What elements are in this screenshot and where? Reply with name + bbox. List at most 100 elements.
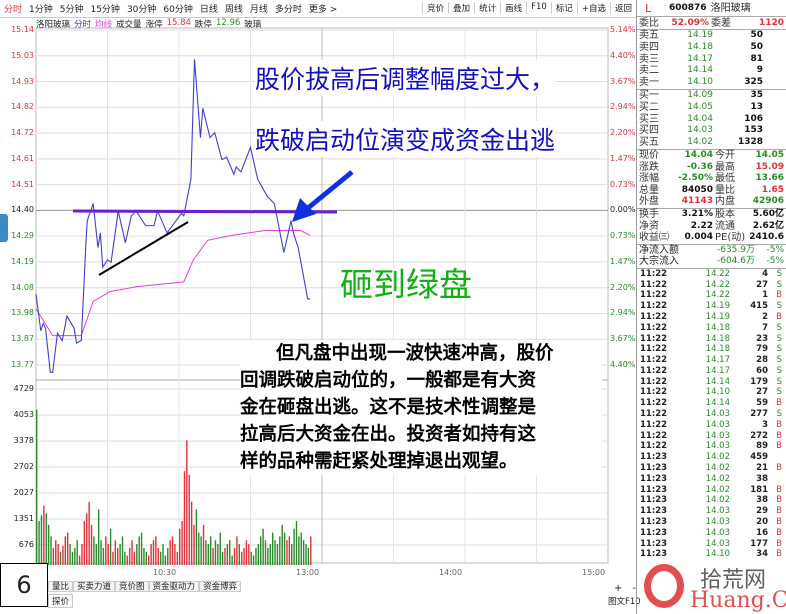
period-tab[interactable]: 1分钟	[29, 5, 53, 15]
volume-bar	[126, 555, 128, 565]
volume-bar	[95, 544, 97, 565]
tool-button[interactable]: 竞价	[422, 2, 448, 14]
avg-line-toggle[interactable]: 均线	[95, 20, 113, 30]
trade-volume: 2	[762, 311, 768, 322]
volume-bar	[219, 532, 221, 565]
tool-button[interactable]: 统计	[474, 2, 500, 14]
volume-bar	[43, 505, 45, 565]
tool-button[interactable]: 画线	[500, 2, 526, 14]
trade-time: 11:23	[640, 484, 668, 495]
level-label: 卖四	[639, 41, 659, 53]
volume-toggle[interactable]: 成交量	[116, 20, 142, 30]
trade-side: S	[776, 322, 782, 333]
volume-bar	[221, 551, 224, 565]
volume-bar	[200, 536, 202, 565]
trade-row: 11:22 14.18 23 S	[637, 334, 786, 345]
volume-bar	[214, 540, 217, 565]
page-number-box: 6	[0, 563, 48, 607]
trade-price: 14.03	[705, 441, 730, 452]
level-label: 买五	[639, 137, 659, 149]
zoom-out-button[interactable]: -	[632, 583, 636, 594]
stat-row: 涨幅 -2.50% 最低 13.66	[637, 173, 786, 185]
level-price: 14.14	[687, 65, 713, 76]
trade-row: 11:23 14.02 181 B	[637, 485, 786, 496]
trade-volume: 29	[756, 506, 768, 517]
trade-price: 14.03	[705, 409, 730, 420]
trade-row: 11:23 14.02 459	[637, 452, 786, 463]
level-volume: 1328	[737, 137, 763, 148]
indicator-tab[interactable]: 资金博弈	[199, 581, 242, 592]
volume-bar	[176, 551, 179, 565]
volume-bar	[69, 544, 71, 565]
volume-bar	[183, 471, 186, 565]
volume-bar	[107, 544, 109, 565]
trade-ticks[interactable]: 11:22 14.22 4 S 11:22 14.22 27 S 11:22 14.22 1 B 11:…	[637, 267, 786, 561]
trade-volume: 34	[756, 549, 768, 560]
volume-bar	[205, 540, 207, 565]
tool-button[interactable]: +自选	[576, 2, 610, 14]
period-tab[interactable]: 30分钟	[126, 5, 157, 15]
stat-row: 涨跌 -0.36 最高 15.09	[637, 162, 786, 174]
tool-button[interactable]: 标记	[550, 2, 577, 14]
indicator-tab[interactable]: 量比	[48, 581, 74, 592]
trade-time: 11:22	[640, 419, 668, 430]
period-tab[interactable]: 日线	[199, 5, 218, 15]
period-tab[interactable]: 月线	[249, 5, 268, 15]
volume-bar	[74, 547, 76, 565]
period-tab[interactable]: 60分钟	[163, 5, 193, 15]
f10-button[interactable]: 图文F10	[608, 597, 641, 607]
indicator-tab[interactable]: 竞价图	[115, 581, 149, 592]
stat-value: -0.36	[687, 161, 713, 172]
trade-row: 11:23 14.02 21 B	[637, 463, 786, 474]
trade-volume: 38	[756, 473, 768, 484]
indicator-tab[interactable]: 买卖力道	[73, 581, 116, 592]
period-tab[interactable]: 15分钟	[90, 5, 120, 15]
limit-down-value: 12.96	[215, 18, 241, 28]
sidebar-expand-handle[interactable]	[0, 214, 8, 242]
trade-price: 14.18	[705, 322, 730, 333]
price-tick-label: 13.77	[11, 360, 34, 369]
sub-tab[interactable]: 探价	[48, 594, 74, 608]
trade-volume: 16	[756, 527, 768, 538]
tool-button[interactable]: F10	[526, 2, 551, 14]
volume-bar	[291, 544, 293, 565]
volume-bar	[62, 546, 64, 565]
trade-price: 14.02	[705, 463, 730, 474]
tool-button[interactable]: 叠加	[448, 2, 474, 14]
volume-bar	[45, 513, 47, 565]
annotation-line1: 股价拔高后调整幅度过大，	[255, 60, 556, 96]
book-row: 卖三 14.17 81	[637, 54, 786, 66]
zoom-in-button[interactable]: +	[614, 583, 623, 594]
flow-label: 大宗流入	[639, 256, 679, 268]
volume-tick-label: 4729	[13, 384, 34, 394]
tool-button[interactable]: 返回	[609, 2, 636, 14]
time-tick-label: 15:00	[582, 568, 606, 577]
trade-price: 14.19	[705, 301, 730, 312]
trade-time: 11:22	[640, 322, 668, 333]
period-tab[interactable]: 多分时	[274, 5, 302, 15]
stock-code: 600876	[669, 3, 707, 13]
period-tab[interactable]: 5分钟	[59, 5, 84, 15]
fenshi-toggle[interactable]: 分时	[74, 20, 92, 30]
indicator-tab[interactable]: 资金驱动力	[148, 581, 200, 592]
market-flag: L	[645, 2, 652, 15]
trade-side: S	[776, 355, 782, 366]
volume-bar	[50, 536, 52, 565]
period-tab[interactable]: 分时	[4, 5, 23, 15]
volume-bar	[131, 540, 133, 565]
pct-tick-label: 3.67%	[610, 334, 636, 344]
period-tab[interactable]: 周线	[224, 5, 243, 15]
trade-row: 11:22 14.03 3 B	[637, 420, 786, 431]
volume-bar	[145, 551, 148, 565]
trade-time: 11:23	[640, 549, 668, 560]
pct-tick-label: 4.40%	[610, 50, 636, 60]
trade-volume: 28	[756, 355, 768, 366]
trade-side: B	[776, 549, 782, 560]
trade-row: 11:23 14.02 38	[637, 474, 786, 485]
trade-side: B	[776, 517, 782, 528]
trade-side: B	[776, 290, 782, 301]
pct-tick-label: 2.20%	[610, 282, 636, 292]
period-tab[interactable]: 更多 >	[308, 5, 338, 15]
volume-bar	[90, 524, 93, 565]
stat-label: 收益㈢	[639, 232, 669, 244]
